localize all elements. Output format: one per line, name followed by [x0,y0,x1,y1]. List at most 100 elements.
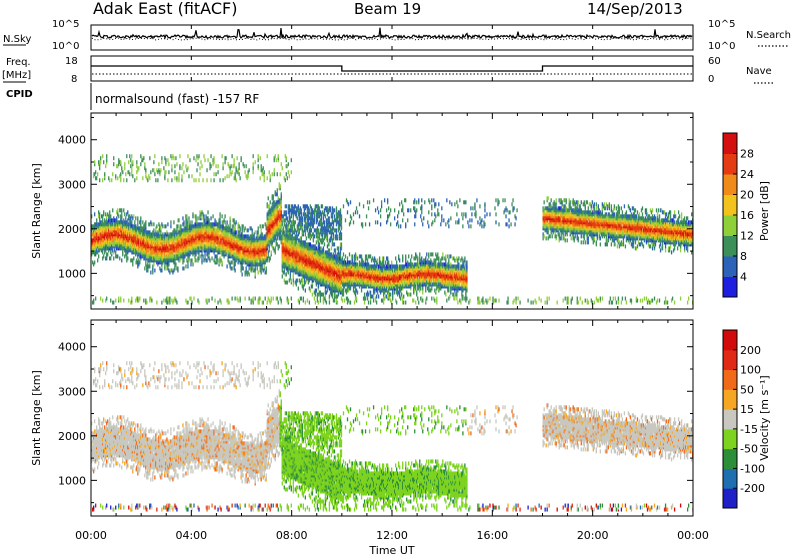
power-cell [207,210,208,214]
power-cell [255,297,256,301]
power-cell [257,266,258,270]
power-cell [210,178,211,182]
power-cell [231,170,232,174]
power-cell [220,301,221,305]
power-cell [131,297,132,301]
power-cell [94,160,95,164]
power-cell [110,299,111,303]
power-cell [180,224,181,228]
power-cell [120,160,121,164]
power-cell [309,301,310,305]
power-cell [208,218,209,222]
power-cell [228,174,229,178]
power-cell [147,268,148,272]
power-cell [183,258,184,262]
power-cell [153,262,154,266]
freq-tick-bottom: 8 [71,74,77,85]
power-cell [283,226,284,230]
power-cell [165,170,166,174]
power-cell [222,166,223,170]
power-cell [196,168,197,172]
power-cell [267,176,268,180]
power-cell [221,214,222,218]
power-cell [225,156,226,160]
nsky-trace [92,28,692,38]
power-cell [150,170,151,174]
power-cell [305,289,306,293]
power-cell [103,160,104,164]
power-cell [260,156,261,160]
power-cell [162,224,163,228]
power-cell [181,166,182,170]
power-cell [329,248,330,252]
power-cell [279,244,280,248]
power-cell [128,299,129,303]
power-cell [122,170,123,174]
power-cell [249,272,250,276]
power-cell [323,293,324,297]
power-cell [215,172,216,176]
power-cell [264,264,265,268]
power-cell [191,220,192,224]
power-cell [168,162,169,166]
power-cell [157,178,158,182]
power-cell [281,192,282,196]
power-cell [271,250,272,254]
power-cell [100,156,101,160]
power-cell [242,272,243,276]
power-cell [222,162,223,166]
power-cell [139,297,140,301]
power-cell [258,154,259,158]
power-cell [323,216,324,220]
power-cell [210,154,211,158]
power-cell [264,174,265,178]
power-cell [120,297,121,301]
power-cell [156,224,157,228]
power-cell [212,214,213,218]
power-cell [158,162,159,166]
power-cell [219,220,220,224]
power-cell [109,210,110,214]
power-cell [99,178,100,182]
power-cell [248,174,249,178]
power-cell [112,208,113,212]
power-cell [164,174,165,178]
power-cell [134,220,135,224]
power-cell [113,301,114,305]
power-cell [174,164,175,168]
power-cell [187,301,188,305]
power-cell [165,158,166,162]
power-cell [305,301,306,305]
power-cell [337,234,338,238]
power-cell [248,228,249,232]
power-cell [265,297,266,301]
power-cell [206,168,207,172]
power-cell [287,281,288,285]
power-cell [221,260,222,264]
power-cell [217,164,218,168]
nsearch-trace [92,38,692,40]
power-cell [322,204,323,208]
power-cell [238,166,239,170]
nsearch-tick-bottom: 10^0 [708,41,735,52]
power-cell [267,154,268,158]
power-cell [183,220,184,224]
power-cell [170,224,171,228]
power-cell [195,214,196,218]
power-cell [102,154,103,158]
power-cell [226,220,227,224]
power-cell [270,256,271,260]
power-cell [185,164,186,168]
power-cell [123,178,124,182]
power-cell [263,166,264,170]
power-cell [255,160,256,164]
power-cell [198,154,199,158]
power-cell [94,212,95,216]
power-cell [100,297,101,301]
power-cell [140,222,141,226]
power-cell [318,301,319,305]
power-cell [240,156,241,160]
power-cell [178,218,179,222]
power-cell [217,301,218,305]
power-cell [309,208,310,212]
